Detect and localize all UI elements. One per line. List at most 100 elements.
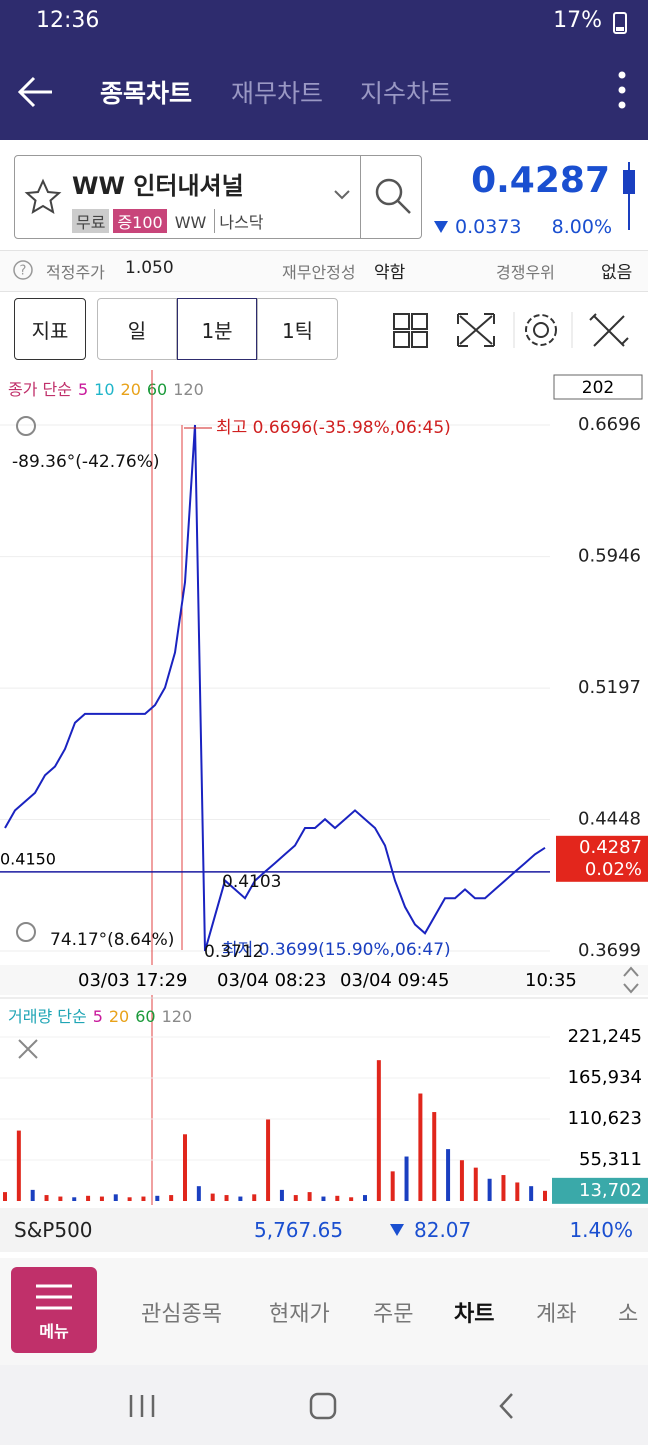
y-tick-label: 0.5197 [578, 677, 641, 698]
info-value: 1.050 [125, 258, 174, 278]
last-price-change: 0.02% [585, 859, 642, 880]
tag: 무료 [72, 209, 110, 233]
stock-box[interactable] [14, 155, 422, 239]
y-tick-label: 221,245 [568, 1026, 642, 1047]
reference-label: 0.4150 [0, 849, 56, 868]
volume-bar [501, 1175, 506, 1201]
status-time: 12:36 [36, 8, 100, 33]
more-menu[interactable] [612, 70, 632, 110]
volume-bar [418, 1093, 423, 1201]
last-volume-label: 13,702 [579, 1180, 642, 1201]
nav-item[interactable]: 관심종목 [141, 1302, 222, 1327]
legend: 거래량 단순 5 20 60 120 [8, 1007, 192, 1026]
count-box [553, 374, 643, 400]
volume-bar [543, 1190, 547, 1201]
search-button[interactable] [372, 175, 414, 217]
count-label: 202 [582, 378, 614, 398]
back-button[interactable] [16, 72, 56, 112]
nav-item[interactable]: 차트 [454, 1302, 495, 1327]
volume-bar [307, 1192, 312, 1201]
indicator-button[interactable]: 지표 [14, 298, 86, 360]
legend-item: 60 [147, 380, 167, 399]
volume-bar [16, 1130, 21, 1201]
dropdown-chevron[interactable] [332, 188, 352, 202]
annotation: 0.4103 [222, 872, 281, 892]
menu-button[interactable] [11, 1267, 97, 1353]
info-label: 적정주가 [46, 263, 105, 282]
price-line [4, 424, 546, 952]
battery-icon [613, 12, 627, 34]
tab[interactable]: 종목차트 [100, 79, 193, 108]
svg-text:?: ? [20, 264, 27, 279]
volume-bar [238, 1196, 243, 1201]
info-label: 경쟁우위 [496, 263, 555, 282]
x-tick-label: 10:35 [525, 970, 577, 991]
legend-item: 5 [78, 380, 88, 399]
x-axis-band [0, 965, 648, 995]
volume-bar [487, 1178, 492, 1201]
y-tick-label: 165,934 [568, 1067, 642, 1088]
period-button[interactable]: 1분 [177, 298, 257, 360]
down-triangle [434, 221, 448, 233]
nav-item[interactable]: 계좌 [536, 1302, 577, 1327]
volume-bar [404, 1156, 409, 1201]
info-value: 없음 [601, 263, 633, 283]
period-button[interactable]: 일 [97, 298, 177, 360]
volume-bar [473, 1167, 478, 1201]
volume-bar [266, 1119, 271, 1201]
tab[interactable]: 재무차트 [231, 79, 324, 108]
x-tick-label: 03/04 08:23 [217, 970, 326, 991]
tag: 증100 [113, 209, 167, 233]
y-tick-label: 0.6696 [578, 414, 641, 435]
volume-bar [30, 1189, 35, 1201]
volume-bar [224, 1195, 229, 1201]
annotation: 74.17°(8.64%) [50, 930, 174, 950]
nav-item[interactable]: 현재가 [269, 1302, 330, 1327]
tab[interactable]: 지수차트 [360, 79, 453, 108]
volume-bar [155, 1195, 160, 1201]
app-header [0, 0, 648, 140]
volume-bar [279, 1189, 284, 1201]
divider [360, 155, 361, 239]
x-tick-label: 03/04 09:45 [340, 970, 449, 991]
menu-icon [36, 1284, 72, 1310]
volume-bar [515, 1182, 520, 1201]
down-triangle [390, 1224, 404, 1236]
nav-item[interactable]: 주문 [373, 1302, 414, 1327]
price-candle-icon [623, 162, 635, 230]
volume-bar [3, 1192, 7, 1201]
volume-bar [459, 1160, 464, 1201]
volume-bar [99, 1196, 104, 1201]
tag: WW [174, 213, 207, 232]
help-icon[interactable]: ? [12, 259, 34, 281]
last-price-box [556, 835, 648, 882]
favorite-star[interactable] [24, 178, 62, 216]
volume-bar [349, 1197, 354, 1201]
volume-bar [293, 1195, 298, 1201]
volume-bar [376, 1060, 381, 1201]
index-name: S&P500 [14, 1218, 93, 1242]
toolbar-icons[interactable] [390, 308, 636, 352]
info-row [0, 250, 648, 292]
nav-item[interactable]: 소 [618, 1302, 639, 1327]
volume-bar [86, 1195, 91, 1201]
volume-bar [252, 1194, 257, 1201]
volume-bar [113, 1194, 118, 1201]
zoom-out [16, 922, 36, 942]
volume-bar [127, 1197, 132, 1201]
legend-item: 20 [121, 380, 141, 399]
volume-bar [169, 1195, 174, 1201]
volume-bar [390, 1171, 395, 1201]
period-button[interactable]: 1틱 [257, 298, 338, 360]
info-value: 약함 [374, 263, 406, 283]
system-nav-buttons[interactable] [0, 1365, 648, 1445]
last-price-label: 0.4287 [579, 837, 642, 858]
y-tick-label: 0.4448 [578, 809, 641, 830]
volume-bar [210, 1193, 215, 1201]
volume-bar [196, 1186, 201, 1201]
volume-bar [58, 1196, 63, 1201]
annotation: 0.3712 [204, 942, 263, 962]
menu-label: 메뉴 [39, 1322, 69, 1341]
